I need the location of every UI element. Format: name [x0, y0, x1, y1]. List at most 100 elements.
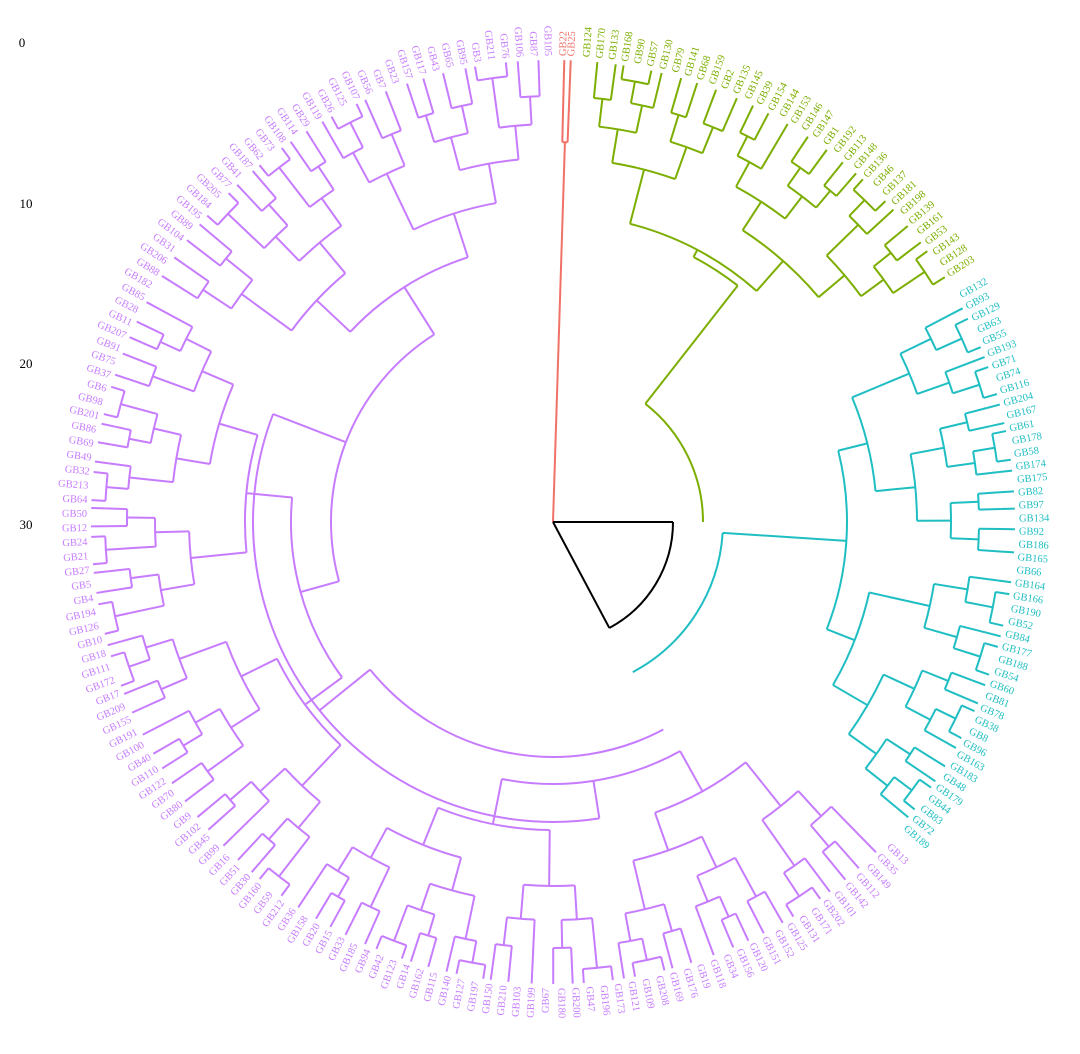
branch-arc	[630, 102, 654, 109]
branch-segment	[923, 772, 936, 783]
branch-arc	[309, 188, 335, 208]
branch-arc	[938, 428, 949, 467]
leaf-label: GB82	[1018, 486, 1044, 499]
branch-arc	[506, 916, 535, 921]
branch-segment	[449, 137, 461, 171]
leaf-label: GB6	[86, 379, 108, 395]
branch-segment	[304, 676, 343, 706]
branch-segment	[835, 868, 847, 881]
branch-segment	[258, 164, 270, 177]
branch-segment	[692, 249, 699, 258]
branch-segment	[932, 758, 946, 768]
branch-segment	[199, 223, 212, 235]
branch-segment	[369, 866, 391, 908]
branch-segment	[834, 840, 851, 859]
branch-segment	[516, 61, 520, 76]
branch-arc	[977, 493, 980, 510]
branch-segment	[932, 276, 946, 286]
branch-segment	[910, 446, 945, 456]
leaf-label: GB134	[1019, 513, 1050, 524]
branch-segment	[755, 260, 784, 292]
branch-segment	[272, 413, 347, 444]
branch-segment	[229, 780, 253, 801]
branch-segment	[652, 86, 660, 109]
branch-segment	[674, 146, 688, 180]
leaf-label: GB175	[1017, 472, 1048, 486]
branch-segment	[971, 356, 985, 364]
branch-segment	[110, 586, 133, 592]
branch-segment	[899, 337, 932, 355]
branch-segment	[246, 194, 263, 212]
branch-segment	[763, 891, 777, 912]
branch-segment	[451, 857, 463, 891]
branch-segment	[537, 74, 541, 97]
branch-segment	[592, 780, 601, 819]
branch-arc	[284, 767, 321, 803]
branch-segment	[905, 760, 925, 775]
leaf-label: GB92	[1019, 526, 1044, 538]
branch-segment	[989, 621, 1004, 627]
branch-segment	[741, 201, 763, 231]
branch-arc	[520, 95, 540, 99]
branch-arc	[825, 254, 862, 297]
branch-arc	[337, 115, 363, 130]
branch-arc	[974, 371, 985, 399]
branch-segment	[297, 895, 307, 908]
leaf-label: GB67	[541, 988, 552, 1013]
branch-segment	[953, 647, 981, 658]
leaf-label: GB197	[466, 981, 482, 1013]
branch-segment	[104, 629, 119, 635]
branch-segment	[808, 160, 820, 175]
branch-segment	[406, 83, 413, 98]
branch-arc	[267, 158, 291, 177]
branch-segment	[670, 91, 679, 113]
branch-segment	[173, 256, 187, 267]
branch-segment	[990, 422, 1005, 428]
branch-segment	[482, 964, 487, 979]
leaf-label: GB168	[620, 31, 636, 63]
branch-arc	[629, 222, 758, 292]
branch-segment	[349, 122, 364, 148]
branch-segment	[128, 658, 151, 668]
branch-segment	[620, 65, 625, 80]
branch-arc	[872, 265, 894, 294]
branch-segment	[753, 125, 763, 141]
branch-segment	[105, 507, 128, 511]
branch-segment	[91, 499, 106, 502]
branch-segment	[107, 567, 130, 573]
branch-segment	[504, 62, 509, 77]
branch-arc	[879, 776, 895, 795]
branch-arc	[644, 403, 704, 523]
leaf-label: GB98	[77, 391, 104, 408]
branch-segment	[268, 203, 289, 227]
branch-segment	[148, 326, 165, 336]
branch-segment	[207, 793, 226, 809]
branch-arc	[149, 413, 159, 444]
leaf-label: GB87	[527, 31, 539, 57]
branch-segment	[97, 441, 112, 446]
branch-segment	[676, 77, 683, 92]
leaf-label: GB109	[639, 978, 656, 1010]
branch-segment	[352, 152, 371, 184]
branch-segment	[886, 738, 911, 756]
branch-segment	[896, 250, 911, 262]
branch-segment	[667, 954, 674, 969]
branch-segment	[825, 224, 859, 257]
branch-segment	[517, 75, 522, 98]
branch-segment	[978, 549, 1001, 553]
branch-segment	[923, 626, 958, 639]
branch-arc	[437, 806, 550, 831]
branch-segment	[218, 422, 258, 436]
branch-segment	[390, 133, 406, 167]
branch-segment	[948, 730, 962, 739]
branch-segment	[986, 631, 1001, 638]
branch-segment	[240, 293, 293, 332]
branch-segment	[997, 579, 1012, 584]
branch-segment	[160, 583, 195, 592]
branch-segment	[882, 208, 895, 220]
branch-segment	[610, 966, 614, 981]
branch-arc	[250, 781, 270, 802]
branch-segment	[741, 927, 750, 942]
branch-segment	[968, 425, 991, 432]
branch-segment	[107, 640, 122, 647]
